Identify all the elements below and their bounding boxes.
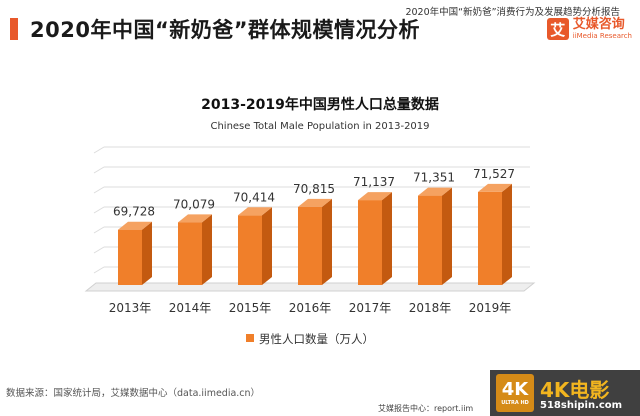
watermark-title: 4K电影 xyxy=(540,378,610,402)
value-label: 71,351 xyxy=(413,171,455,185)
value-label: 71,137 xyxy=(353,175,395,189)
bar-side xyxy=(502,183,512,285)
category-label: 2016年 xyxy=(289,301,332,315)
category-label: 2013年 xyxy=(109,301,152,315)
value-label: 70,414 xyxy=(233,190,275,204)
logo-mark-icon: 艾 xyxy=(546,18,569,40)
watermark-site: 518shipin.com xyxy=(540,400,623,411)
bar-top xyxy=(478,183,512,192)
category-label: 2019年 xyxy=(469,301,512,315)
site-watermark: 4K ULTRA HD 4K电影 518shipin.com xyxy=(490,370,640,416)
4k-badge-icon: 4K ULTRA HD xyxy=(496,374,534,412)
bar-side xyxy=(202,214,212,285)
bar-top xyxy=(298,198,332,207)
data-source: 数据来源：国家统计局，艾媒数据中心（data.iimedia.cn） xyxy=(6,388,261,399)
grid-line xyxy=(93,146,105,154)
report-name: 2020年中国“新奶爸”消费行为及发展趋势分析报告 xyxy=(405,7,620,18)
grid-line xyxy=(93,266,105,274)
grid-line xyxy=(93,186,105,194)
category-label: 2014年 xyxy=(169,301,212,315)
title-accent-bar xyxy=(10,18,18,40)
logo-en: iiMedia Research xyxy=(572,32,632,40)
value-label: 70,815 xyxy=(293,182,335,196)
bar-side xyxy=(142,221,152,285)
bar-2018年 xyxy=(418,195,442,285)
bar-2019年 xyxy=(478,191,502,285)
grid-line xyxy=(93,206,105,214)
bar-2014年 xyxy=(178,222,202,285)
value-label: 71,527 xyxy=(473,167,515,181)
chart-subtitle: Chinese Total Male Population in 2013-20… xyxy=(210,121,430,132)
category-label: 2015年 xyxy=(229,301,272,315)
bar-top xyxy=(418,187,452,196)
grid-line xyxy=(93,226,105,234)
bar-side xyxy=(322,198,332,285)
chart-title: 2013-2019年中国男性人口总量数据 xyxy=(201,97,439,113)
bar-2015年 xyxy=(238,215,262,285)
bar-top xyxy=(238,207,272,216)
bar-top xyxy=(178,214,212,223)
grid-line xyxy=(93,166,105,174)
grid-line xyxy=(93,246,105,254)
report-center-url: 艾媒报告中心：report.iim xyxy=(378,404,474,413)
page-title: 2020年中国“新奶爸”群体规模情况分析 xyxy=(30,18,421,42)
logo-cn: 艾媒咨询 xyxy=(572,17,625,32)
bar-side xyxy=(442,187,452,285)
legend-label: 男性人口数量（万人） xyxy=(259,332,374,346)
bar-top xyxy=(358,192,392,201)
legend-swatch xyxy=(246,334,254,342)
category-label: 2017年 xyxy=(349,301,392,315)
category-label: 2018年 xyxy=(409,301,452,315)
bar-side xyxy=(382,192,392,285)
bar-top xyxy=(118,221,152,230)
bar-2017年 xyxy=(358,200,382,285)
bar-2016年 xyxy=(298,206,322,285)
value-label: 69,728 xyxy=(113,205,155,219)
bar-2013年 xyxy=(118,229,142,285)
bar-side xyxy=(262,207,272,285)
iimedia-logo: 艾 艾媒咨询 iiMedia Research xyxy=(546,17,632,40)
value-label: 70,079 xyxy=(173,197,215,211)
